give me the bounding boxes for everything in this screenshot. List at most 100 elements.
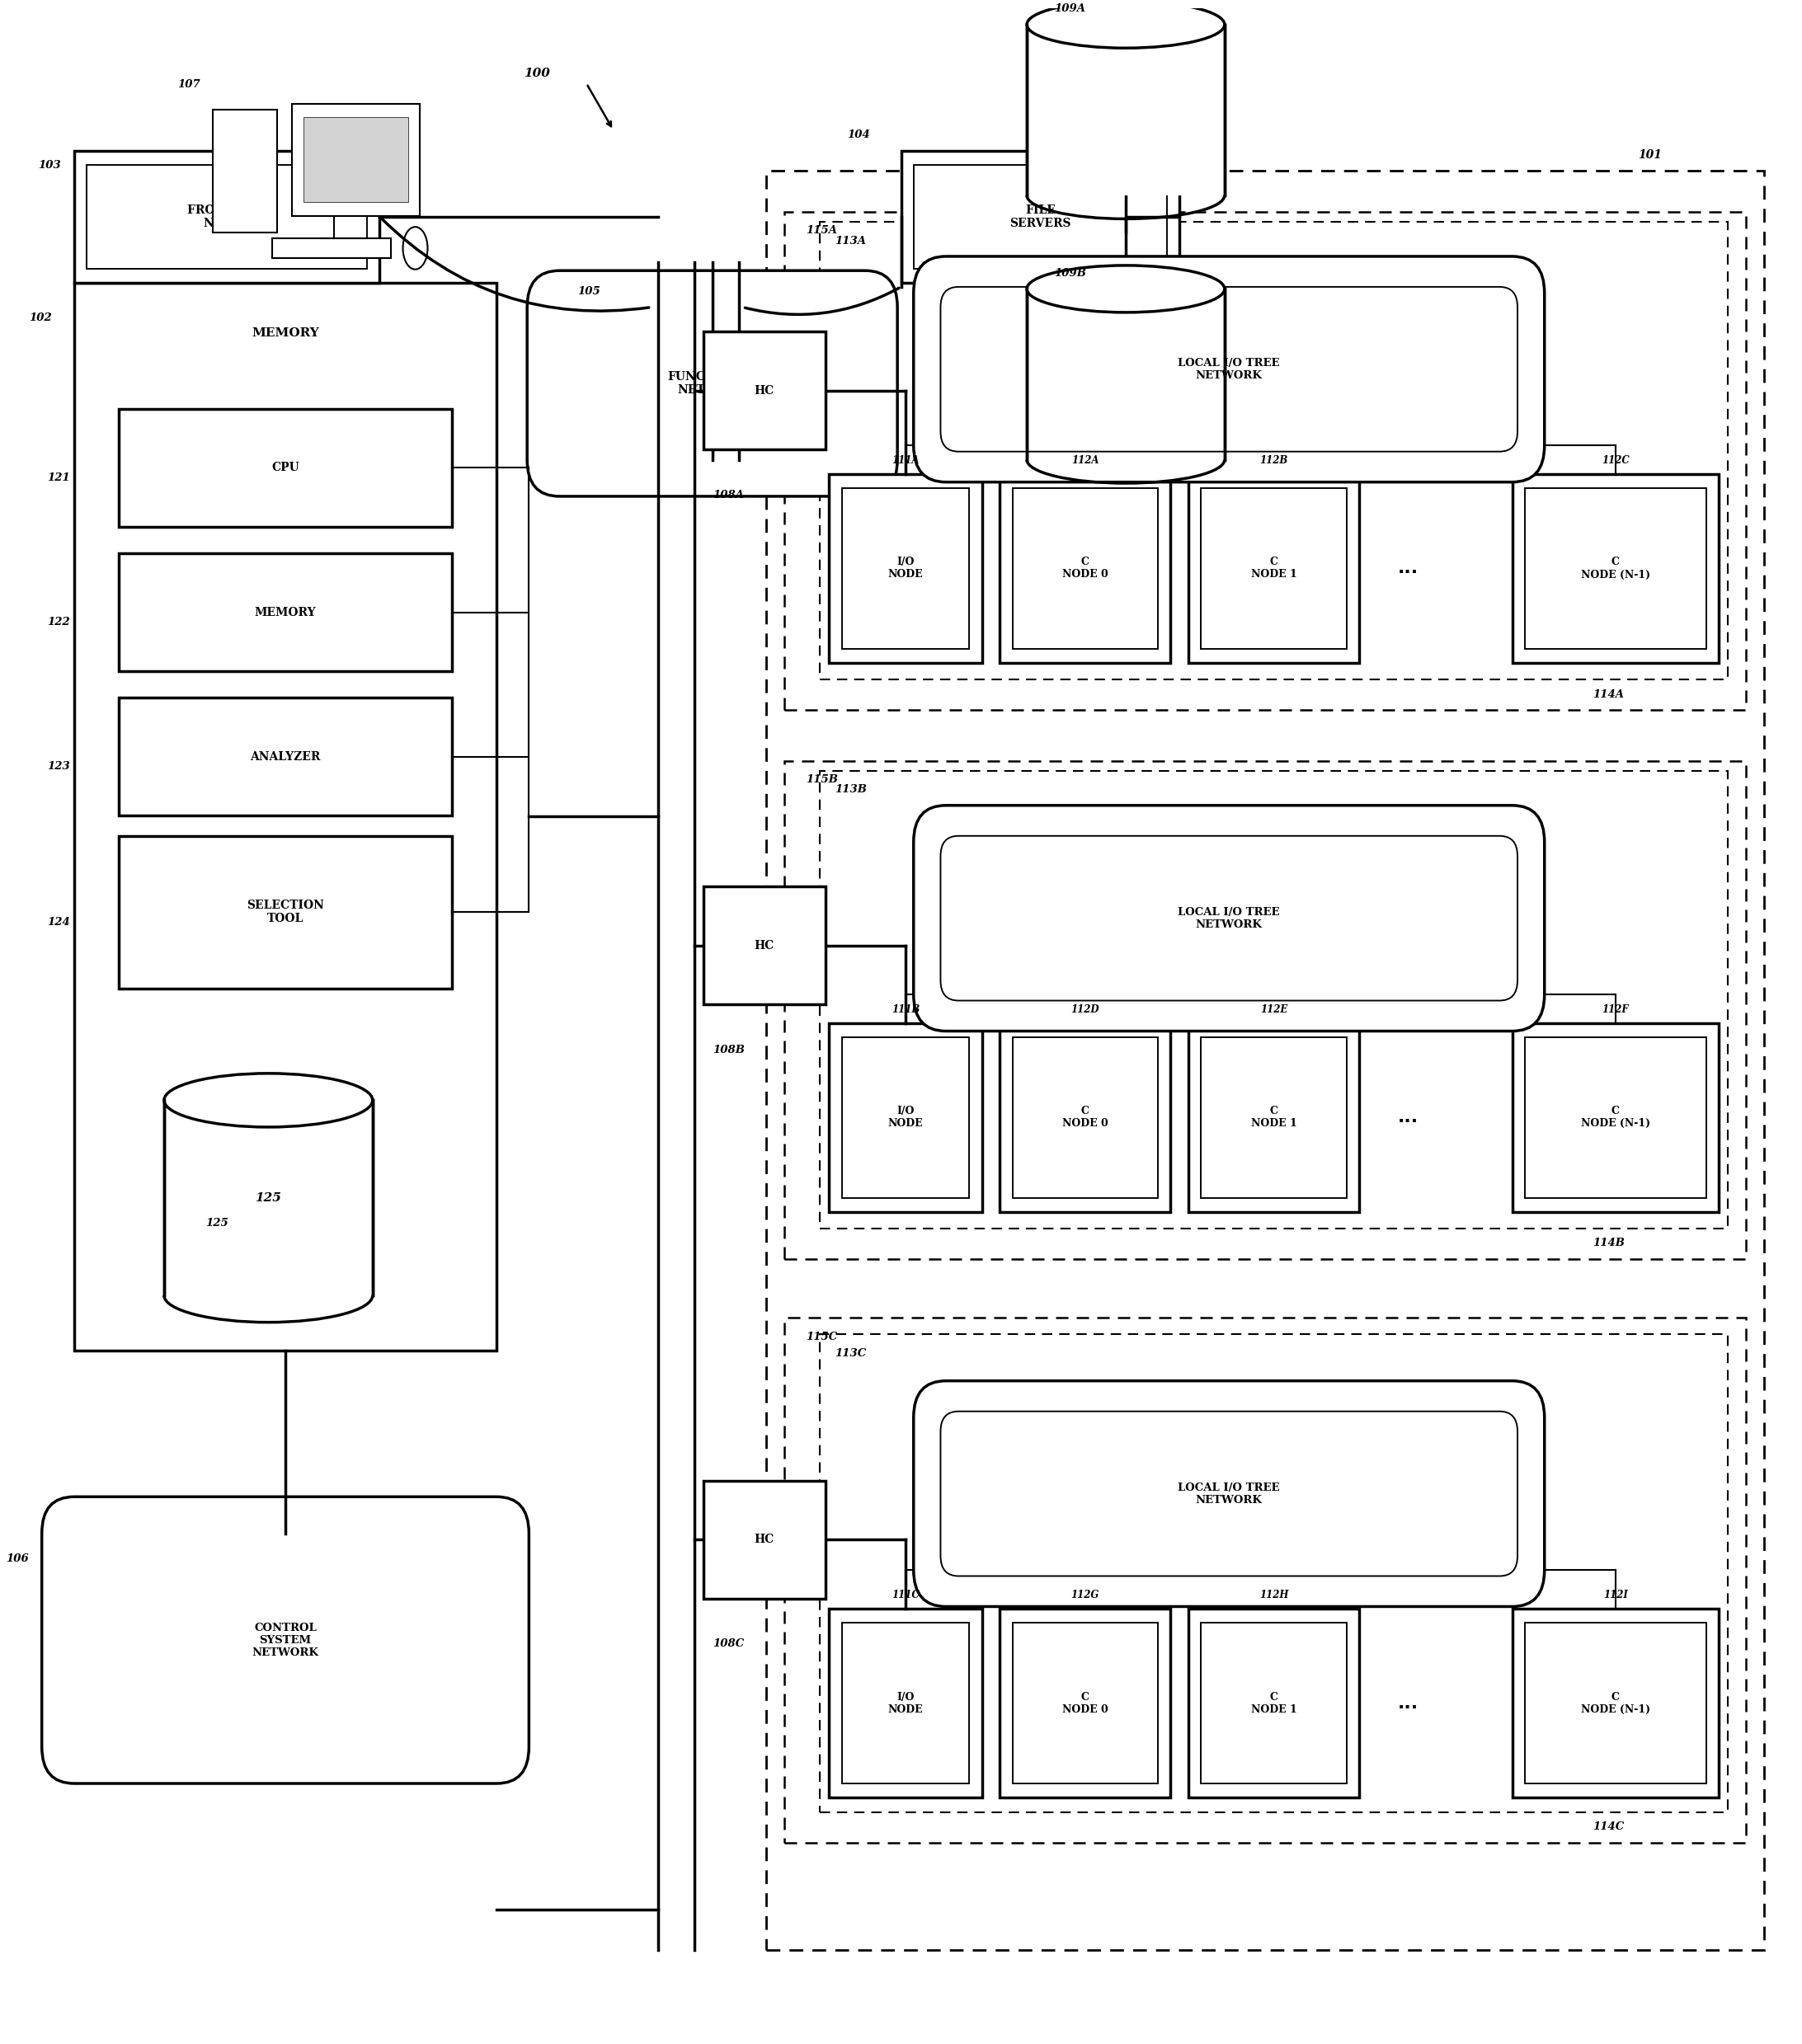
- Text: LOCAL I/O TREE
NETWORK: LOCAL I/O TREE NETWORK: [1179, 358, 1279, 380]
- Text: CONTROL
SYSTEM
NETWORK: CONTROL SYSTEM NETWORK: [252, 1623, 319, 1658]
- Bar: [1512, 1609, 1719, 1799]
- Bar: [766, 172, 1764, 1950]
- Text: 109B: 109B: [1054, 268, 1087, 278]
- FancyBboxPatch shape: [914, 1382, 1544, 1607]
- Text: ...: ...: [1398, 1110, 1418, 1126]
- Bar: [1189, 474, 1359, 662]
- Bar: [1013, 1623, 1159, 1784]
- Bar: [829, 1609, 982, 1799]
- Text: 125: 125: [256, 1192, 281, 1204]
- Bar: [1000, 474, 1171, 662]
- Bar: [1013, 489, 1159, 648]
- Bar: [784, 213, 1746, 709]
- Ellipse shape: [164, 1073, 373, 1126]
- Text: 112H: 112H: [1260, 1590, 1288, 1600]
- Text: C
NODE 0: C NODE 0: [1061, 556, 1108, 580]
- Bar: [86, 166, 368, 268]
- Text: 104: 104: [847, 129, 870, 141]
- Bar: [829, 474, 982, 662]
- Bar: [703, 887, 825, 1006]
- Bar: [1202, 1036, 1346, 1198]
- Text: C
NODE 1: C NODE 1: [1251, 556, 1297, 580]
- Text: 112G: 112G: [1070, 1590, 1099, 1600]
- Text: C
NODE 0: C NODE 0: [1061, 1692, 1108, 1715]
- Text: ...: ...: [1398, 560, 1418, 576]
- Bar: [119, 836, 452, 989]
- Text: 111B: 111B: [892, 1004, 919, 1014]
- FancyBboxPatch shape: [41, 1496, 530, 1784]
- Bar: [272, 237, 391, 258]
- Bar: [1000, 1022, 1171, 1212]
- Bar: [703, 331, 825, 450]
- Ellipse shape: [404, 227, 427, 270]
- Text: 115B: 115B: [805, 775, 838, 785]
- Text: MEMORY: MEMORY: [252, 327, 319, 339]
- Bar: [1189, 1022, 1359, 1212]
- Bar: [784, 1318, 1746, 1842]
- Text: HC: HC: [755, 384, 775, 397]
- Bar: [303, 117, 409, 202]
- FancyBboxPatch shape: [528, 270, 897, 497]
- Text: FUNCTIONAL
NETWORK: FUNCTIONAL NETWORK: [669, 372, 757, 397]
- Text: C
NODE 1: C NODE 1: [1251, 1692, 1297, 1715]
- Text: ...: ...: [1398, 1694, 1418, 1711]
- Bar: [119, 697, 452, 816]
- Bar: [1512, 1022, 1719, 1212]
- Bar: [119, 554, 452, 670]
- Text: 113A: 113A: [834, 235, 865, 245]
- Text: 122: 122: [47, 617, 70, 628]
- Text: 107: 107: [178, 80, 200, 90]
- Text: I/O
NODE: I/O NODE: [888, 1692, 923, 1715]
- Text: LOCAL I/O TREE
NETWORK: LOCAL I/O TREE NETWORK: [1179, 1482, 1279, 1504]
- Bar: [1202, 489, 1346, 648]
- Text: 113C: 113C: [834, 1347, 867, 1359]
- Text: SELECTION
TOOL: SELECTION TOOL: [247, 899, 324, 924]
- Text: 114A: 114A: [1593, 689, 1624, 699]
- Text: 108C: 108C: [712, 1639, 744, 1650]
- Bar: [820, 223, 1728, 679]
- Bar: [1000, 1609, 1171, 1799]
- Text: 101: 101: [1638, 149, 1661, 161]
- Text: 113B: 113B: [834, 785, 867, 795]
- Text: FRONT END
NODES: FRONT END NODES: [187, 204, 267, 229]
- Text: LOCAL I/O TREE
NETWORK: LOCAL I/O TREE NETWORK: [1179, 908, 1279, 930]
- Text: 112B: 112B: [1260, 456, 1288, 466]
- Text: 102: 102: [29, 313, 52, 323]
- Text: 100: 100: [524, 67, 550, 80]
- Text: 108A: 108A: [712, 491, 744, 501]
- Text: 111C: 111C: [892, 1590, 919, 1600]
- Text: C
NODE (N-1): C NODE (N-1): [1580, 1106, 1651, 1128]
- Bar: [74, 151, 380, 282]
- Bar: [901, 151, 1180, 282]
- Text: CPU: CPU: [272, 462, 299, 474]
- Bar: [1202, 1623, 1346, 1784]
- Text: 115C: 115C: [805, 1331, 838, 1343]
- Text: 121: 121: [47, 472, 70, 482]
- Bar: [1027, 25, 1225, 196]
- Text: 111A: 111A: [892, 456, 919, 466]
- Text: 125: 125: [205, 1218, 229, 1228]
- Ellipse shape: [1027, 266, 1225, 313]
- Text: 112I: 112I: [1604, 1590, 1627, 1600]
- Text: FILE
SERVERS: FILE SERVERS: [1009, 204, 1070, 229]
- Text: 114C: 114C: [1593, 1821, 1625, 1831]
- Bar: [842, 1036, 969, 1198]
- Text: I/O
NODE: I/O NODE: [888, 1106, 923, 1128]
- Text: HC: HC: [755, 940, 775, 950]
- Bar: [1013, 1036, 1159, 1198]
- Text: 124: 124: [47, 918, 70, 928]
- Bar: [820, 771, 1728, 1228]
- Bar: [842, 1623, 969, 1784]
- Bar: [914, 166, 1168, 268]
- Bar: [213, 110, 278, 233]
- Text: 105: 105: [577, 286, 600, 296]
- Bar: [703, 1480, 825, 1598]
- FancyBboxPatch shape: [914, 805, 1544, 1030]
- Text: C
NODE 0: C NODE 0: [1061, 1106, 1108, 1128]
- Text: 112E: 112E: [1260, 1004, 1288, 1014]
- Text: 106: 106: [5, 1553, 29, 1564]
- Text: HC: HC: [755, 1533, 775, 1545]
- Text: 112D: 112D: [1070, 1004, 1099, 1014]
- Bar: [829, 1022, 982, 1212]
- Text: C
NODE (N-1): C NODE (N-1): [1580, 1692, 1651, 1715]
